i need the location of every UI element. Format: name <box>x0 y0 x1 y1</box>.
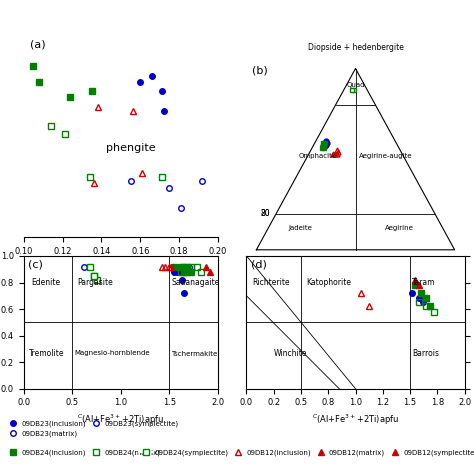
Text: Diopside + hedenbergite: Diopside + hedenbergite <box>308 43 403 52</box>
Text: Quad: Quad <box>346 82 365 88</box>
Text: (a): (a) <box>29 39 45 49</box>
Text: Omphacite: Omphacite <box>299 153 337 158</box>
Text: Tschermakite: Tschermakite <box>172 350 218 356</box>
Text: 20: 20 <box>261 209 270 218</box>
Text: Katophorite: Katophorite <box>306 278 351 287</box>
Text: Jadeite: Jadeite <box>288 225 312 231</box>
Text: (b): (b) <box>253 66 268 76</box>
Text: Richterite: Richterite <box>252 278 290 287</box>
Text: Sadanagaite: Sadanagaite <box>172 278 220 287</box>
X-axis label: $^{C}$(Al+Fe$^{3+}$+2Ti)apfu: $^{C}$(Al+Fe$^{3+}$+2Ti)apfu <box>77 413 164 428</box>
Legend: 09DB23(inclusion), 09DB23(matrix), 09DB23(symplectite): 09DB23(inclusion), 09DB23(matrix), 09DB2… <box>3 418 181 440</box>
Text: (d): (d) <box>251 260 267 270</box>
Text: Edenite: Edenite <box>31 278 61 287</box>
Text: 50: 50 <box>351 258 360 267</box>
Text: (c): (c) <box>27 260 43 270</box>
Text: NaFe$^{3+}$Si$_2$: NaFe$^{3+}$Si$_2$ <box>405 266 447 281</box>
Text: Taram: Taram <box>412 278 436 287</box>
Text: NaAlSi$_2$O$_6$ (Jd): NaAlSi$_2$O$_6$ (Jd) <box>253 266 308 280</box>
Legend: 09DB24(inclusion), 09DB24(matrix): 09DB24(inclusion), 09DB24(matrix) <box>3 447 163 459</box>
Text: Aegirine: Aegirine <box>385 225 413 231</box>
Text: Magnesio-hornblende: Magnesio-hornblende <box>74 350 150 356</box>
X-axis label: $X_{Fe}$: $X_{Fe}$ <box>112 261 129 275</box>
Text: Winchite: Winchite <box>274 348 307 357</box>
Text: 80: 80 <box>261 209 270 218</box>
Text: phengite: phengite <box>106 144 155 154</box>
Text: Pargasite: Pargasite <box>77 278 113 287</box>
Legend: 09DB24(symplectite), 09DB12(inclusion), 09DB12(matrix), 09DB12(symplectite): 09DB24(symplectite), 09DB12(inclusion), … <box>136 447 474 459</box>
X-axis label: $^{C}$(Al+Fe$^{3+}$+2Ti)apfu: $^{C}$(Al+Fe$^{3+}$+2Ti)apfu <box>312 413 399 428</box>
Text: Barrois: Barrois <box>412 348 439 357</box>
Text: Tremolite: Tremolite <box>28 348 64 357</box>
Text: Aegirine-augite: Aegirine-augite <box>358 153 412 158</box>
